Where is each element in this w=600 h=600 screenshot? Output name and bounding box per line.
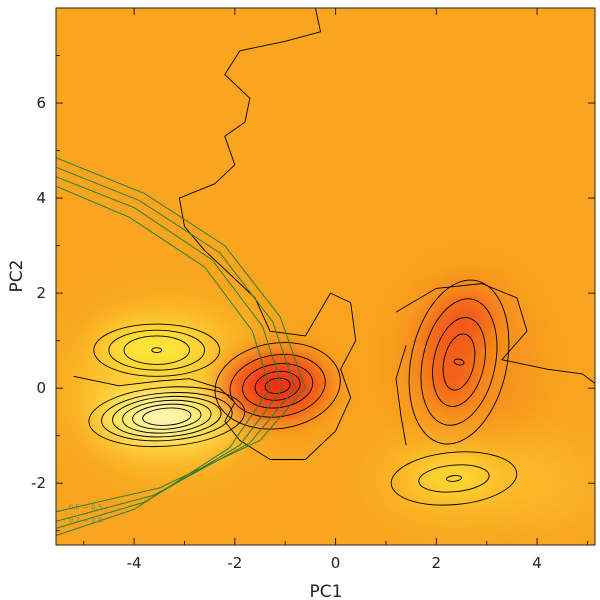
contour-line: [418, 464, 490, 493]
contour-line: [390, 451, 518, 506]
contour-line: [395, 345, 407, 446]
contour-line: [442, 333, 476, 391]
contour-line: [112, 395, 222, 438]
y-axis-label: PC2: [7, 260, 27, 293]
contour-line: [151, 347, 163, 353]
density-blob: [416, 459, 492, 493]
density-blob: [501, 440, 595, 526]
y-tick-label: 6: [36, 94, 46, 112]
x-tick-label: 4: [532, 554, 542, 572]
overlay-contour-line: [56, 157, 306, 513]
overlay-contour-labels: 0.5 — 0.5 0.7 — 0.9: [69, 503, 103, 524]
overlay-contours: [56, 157, 306, 536]
x-axis-label: PC1: [310, 582, 343, 600]
y-tick-label: 0: [36, 379, 46, 397]
density-contours: [73, 8, 595, 506]
y-tick-label: 2: [36, 284, 46, 302]
contour-line: [123, 335, 190, 365]
contour-line: [142, 407, 192, 426]
contour-line: [420, 298, 498, 426]
contour-line: [229, 354, 326, 418]
x-tick-label: -4: [127, 554, 142, 572]
contour-line: [122, 399, 212, 434]
contour-line: [254, 370, 301, 401]
overlay-contour-label: 0.7 — 0.9: [69, 517, 103, 525]
y-tick-label: -2: [31, 474, 46, 492]
density-blob: [131, 403, 193, 430]
contour-line: [445, 475, 462, 482]
contour-line: [432, 317, 486, 407]
contour-line: [108, 329, 206, 371]
x-tick-label: 0: [331, 554, 341, 572]
x-tick-label: 2: [432, 554, 442, 572]
overlay-contour-label: 0.5 — 0.5: [69, 503, 103, 511]
contour-line: [73, 8, 357, 460]
contour-line: [453, 358, 465, 366]
y-axis: -2 0 2 4 6: [31, 55, 595, 532]
contour-line: [214, 342, 341, 430]
contour-line: [395, 283, 595, 384]
contour-line: [93, 323, 221, 377]
y-tick-label: 4: [36, 189, 46, 207]
x-tick-label: -2: [227, 554, 242, 572]
contour-line: [408, 279, 510, 445]
plot-frame: [55, 7, 596, 546]
contour-line: [132, 403, 202, 430]
x-axis: -4 -2 0 2 4: [83, 8, 588, 572]
overlay-contour-line: [56, 185, 271, 536]
density-blob: [448, 293, 495, 341]
contour-line: [101, 392, 233, 442]
